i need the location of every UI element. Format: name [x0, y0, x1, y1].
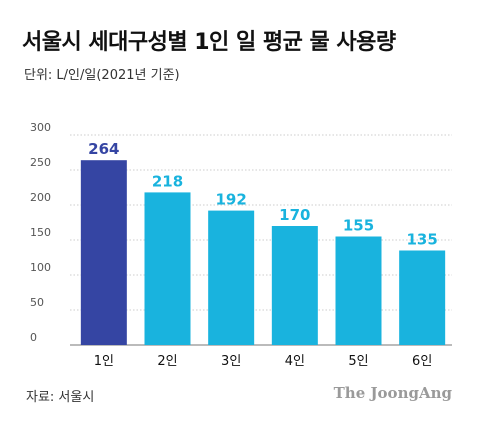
data-label: 155 — [343, 217, 374, 235]
x-tick-label: 6인 — [412, 354, 432, 369]
data-label: 170 — [279, 206, 310, 224]
data-label: 192 — [216, 191, 247, 209]
x-tick-label: 3인 — [221, 354, 241, 369]
y-tick-label: 250 — [30, 156, 51, 169]
bar — [208, 210, 255, 345]
x-tick-label: 2인 — [157, 354, 177, 369]
x-tick-label: 5인 — [348, 354, 368, 369]
bar — [335, 236, 382, 345]
data-label: 264 — [88, 140, 119, 158]
x-tick-label: 4인 — [285, 354, 305, 369]
data-label: 218 — [152, 172, 183, 190]
y-tick-label: 150 — [30, 226, 51, 239]
bar — [271, 226, 318, 345]
brand-logo: The JoongAng — [333, 384, 452, 402]
y-tick-label: 50 — [30, 296, 44, 309]
source-note: 자료: 서울시 — [26, 390, 95, 405]
bar — [399, 250, 446, 345]
chart-title: 서울시 세대구성별 1인 일 평균 물 사용량 — [22, 30, 396, 55]
y-tick-label: 300 — [30, 121, 51, 134]
y-tick-label: 200 — [30, 191, 51, 204]
y-tick-label: 0 — [30, 331, 37, 344]
unit-subtitle: 단위: L/인/일(2021년 기준) — [24, 68, 180, 83]
x-tick-label: 1인 — [94, 354, 114, 369]
data-label: 135 — [407, 231, 438, 249]
bar — [144, 192, 191, 345]
bar — [80, 160, 127, 345]
y-tick-label: 100 — [30, 261, 51, 274]
